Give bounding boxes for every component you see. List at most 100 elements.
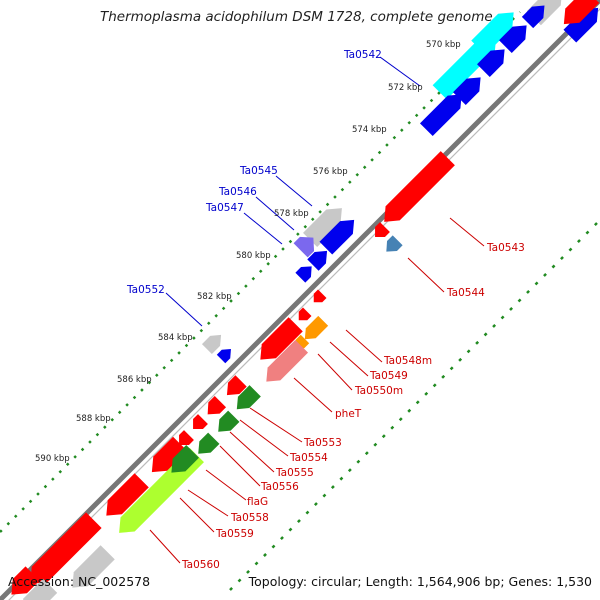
leader-line: [187, 489, 229, 517]
gene-red-f: [179, 430, 194, 445]
accession-text: Accession: NC_002578: [8, 574, 151, 589]
gene-red-d: [207, 395, 227, 415]
gene-red-h: [106, 473, 149, 516]
gene-blue-7: [295, 266, 312, 283]
leader-line: [149, 529, 181, 564]
gene-ta0546: [293, 236, 315, 258]
gene-red-g: [151, 436, 188, 473]
gene-red-k: [563, 0, 600, 25]
gene-ta0553: [236, 385, 261, 410]
gene-label-phet[interactable]: pheT: [335, 408, 362, 420]
gene-label-ta0554[interactable]: Ta0554: [289, 452, 328, 464]
scale-label: 576 kbp: [313, 167, 348, 177]
gene-label-ta0555[interactable]: Ta0555: [275, 467, 314, 479]
scale-label: 588 kbp: [76, 414, 111, 424]
gene-red-b: [313, 289, 327, 303]
gene-blue-9: [563, 7, 599, 43]
gene-ta0547: [319, 219, 355, 255]
scale-label: 586 kbp: [117, 375, 152, 385]
scale-label: 590 kbp: [35, 454, 70, 464]
gene-label-ta0546[interactable]: Ta0546: [218, 186, 257, 198]
gene-ta0541: [471, 12, 514, 55]
gene-blue-8: [216, 349, 231, 364]
scale-label: 582 kbp: [197, 292, 232, 302]
gene-blue-1: [419, 94, 462, 137]
leader-line: [219, 445, 261, 487]
dotted-guide: [229, 219, 600, 591]
genome-summary-text: Topology: circular; Length: 1,564,906 bp…: [248, 574, 592, 589]
gene-gray-edge: [23, 578, 58, 600]
gene-phet: [266, 339, 309, 382]
scale-label: 584 kbp: [158, 333, 193, 343]
leader-line: [179, 497, 215, 533]
gene-blue-3: [477, 49, 505, 77]
label-leader-lines: [149, 56, 485, 564]
gene-blue-6: [307, 250, 328, 271]
gene-label-ta0543[interactable]: Ta0543: [486, 242, 525, 254]
dotted-guides: [0, 11, 600, 591]
leader-line: [329, 341, 369, 377]
leader-line: [407, 257, 445, 293]
gene-label-ta0547[interactable]: Ta0547: [205, 202, 244, 214]
leader-line: [379, 56, 421, 87]
gene-ta0545: [303, 208, 342, 247]
leader-line: [165, 292, 203, 327]
gene-small-red: [375, 222, 390, 237]
leader-line: [275, 175, 313, 207]
gene-blue-5: [521, 5, 545, 29]
gene-ta0556: [198, 432, 220, 454]
labels: 570 kbp 572 kbp 574 kbp 576 kbp 578 kbp …: [35, 40, 525, 571]
map-title: Thermoplasma acidophilum DSM 1728, compl…: [100, 9, 493, 25]
gene-ta0542: [432, 35, 497, 100]
gene-red-j: [11, 566, 40, 595]
gene-label-ta0560[interactable]: Ta0560: [181, 559, 220, 571]
gene-label-ta0552[interactable]: Ta0552: [126, 284, 165, 296]
gene-flag: [171, 445, 199, 473]
gene-blue-2: [453, 77, 481, 105]
gene-ta0548m: [304, 315, 329, 340]
gene-label-ta0556[interactable]: Ta0556: [260, 481, 299, 493]
gene-label-ta0549[interactable]: Ta0549: [369, 370, 408, 382]
gene-red-e: [193, 414, 208, 429]
leader-line: [205, 469, 247, 501]
scale-label: 574 kbp: [352, 125, 387, 135]
gene-label-ta0545[interactable]: Ta0545: [239, 165, 278, 177]
gene-label-ta0548m[interactable]: Ta0548m: [383, 355, 432, 367]
gene-ta0560: [72, 545, 115, 588]
leader-line: [249, 407, 303, 443]
gene-red-i: [30, 512, 102, 584]
scale-label: 578 kbp: [274, 209, 309, 219]
leader-line: [229, 431, 275, 473]
gene-ta0552: [201, 334, 222, 355]
leader-line: [243, 212, 283, 245]
gene-ta0554: [218, 410, 240, 432]
leader-line: [345, 329, 383, 363]
gene-label-ta0550m[interactable]: Ta0550m: [354, 385, 403, 397]
gene-label-ta0553[interactable]: Ta0553: [303, 437, 342, 449]
gene-red-c: [226, 375, 247, 396]
leader-line: [317, 353, 353, 391]
leader-line: [255, 196, 295, 231]
gene-ta0550m: [260, 317, 303, 360]
leader-line: [449, 217, 485, 247]
gene-label-ta0544[interactable]: Ta0544: [446, 287, 485, 299]
scale-label: 580 kbp: [236, 251, 271, 261]
gene-label-flag[interactable]: flaG: [247, 496, 268, 508]
gene-label-ta0559[interactable]: Ta0559: [215, 528, 254, 540]
gene-red-a: [298, 307, 312, 321]
gene-ta0543: [384, 151, 455, 222]
gene-blue-4: [499, 25, 527, 53]
gene-label-ta0558[interactable]: Ta0558: [230, 512, 269, 524]
gene-features: [11, 0, 600, 600]
scale-label: 572 kbp: [388, 83, 423, 93]
gene-label-ta0542[interactable]: Ta0542: [343, 49, 382, 61]
scale-label: 570 kbp: [426, 40, 461, 50]
dotted-guide: [0, 11, 521, 533]
leader-line: [239, 419, 289, 457]
leader-line: [293, 377, 333, 413]
